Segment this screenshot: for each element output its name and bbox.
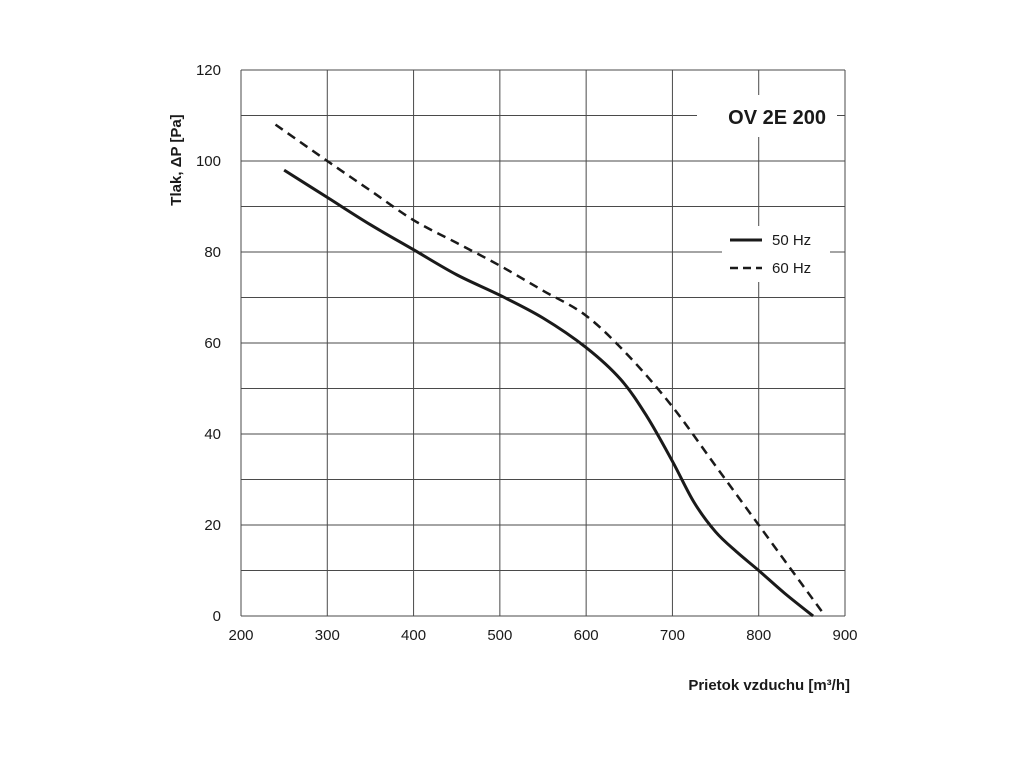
tick-labels: 200 300 400 500 600 700 800 900 0 20 40 60 80 100 120 <box>196 62 858 644</box>
series-line-60hz <box>274 123 827 617</box>
chart-title: OV 2E 200 <box>728 107 826 129</box>
y-tick-label: 0 <box>213 608 221 625</box>
grid <box>240 69 846 617</box>
y-tick-label: 60 <box>204 335 221 352</box>
chart-title-box: OV 2E 200 <box>697 95 837 137</box>
legend-label-60hz: 60 Hz <box>772 260 811 277</box>
y-tick-label: 20 <box>204 517 221 534</box>
x-tick-label: 800 <box>746 627 771 644</box>
x-tick-label: 400 <box>401 627 426 644</box>
x-tick-label: 700 <box>660 627 685 644</box>
x-tick-label: 600 <box>574 627 599 644</box>
x-tick-label: 300 <box>315 627 340 644</box>
x-tick-label: 500 <box>487 627 512 644</box>
legend-label-50hz: 50 Hz <box>772 232 811 249</box>
y-tick-label: 100 <box>196 153 221 170</box>
y-tick-label: 40 <box>204 426 221 443</box>
y-axis-title: Tlak, ΔP [Pa] <box>168 114 185 205</box>
x-tick-label: 900 <box>832 627 857 644</box>
y-tick-label: 120 <box>196 62 221 79</box>
y-tick-label: 80 <box>204 244 221 261</box>
x-axis-title: Prietok vzduchu [m³/h] <box>688 677 850 694</box>
series-line-50hz <box>283 168 815 618</box>
legend: 50 Hz 60 Hz <box>722 226 830 282</box>
x-tick-label: 200 <box>228 627 253 644</box>
series-lines <box>274 123 827 618</box>
